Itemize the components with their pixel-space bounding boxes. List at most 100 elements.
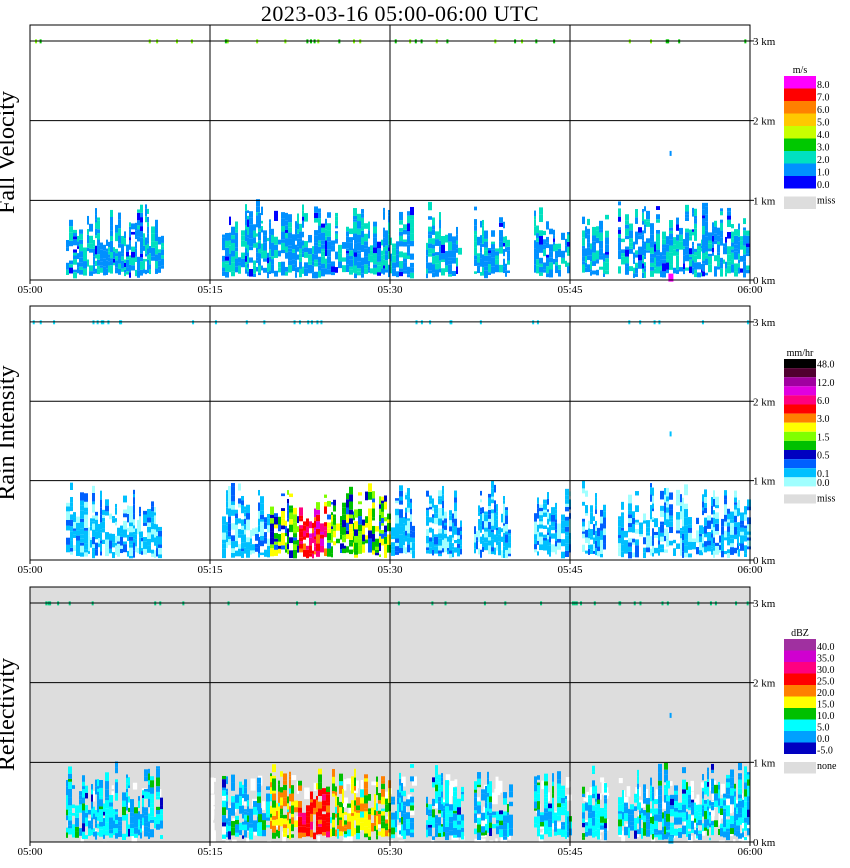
echo-cell bbox=[557, 783, 561, 790]
echo-cell bbox=[457, 807, 461, 815]
echo-cell bbox=[702, 501, 704, 508]
echo-cell bbox=[744, 806, 747, 810]
echo-cell bbox=[399, 534, 403, 542]
echo-cell bbox=[242, 813, 244, 819]
echo-cell bbox=[593, 516, 595, 521]
echo-cell bbox=[318, 243, 321, 247]
echo-cell bbox=[727, 519, 730, 523]
echo-cell bbox=[688, 794, 691, 799]
echo-cell bbox=[684, 503, 688, 509]
echo-cell bbox=[335, 212, 338, 217]
echo-cell bbox=[691, 802, 694, 807]
echo-cell bbox=[144, 807, 148, 812]
echo-cell bbox=[495, 264, 499, 273]
echo-cell bbox=[557, 532, 561, 539]
echo-cell bbox=[289, 519, 293, 525]
echo-cell bbox=[548, 803, 552, 809]
echo-cell bbox=[666, 251, 669, 260]
echo-cell bbox=[405, 492, 407, 496]
echo-cell bbox=[95, 816, 97, 821]
echo-cell bbox=[129, 522, 133, 527]
legend-units: m/s bbox=[793, 65, 808, 76]
echo-cell bbox=[155, 241, 158, 246]
echo-cell bbox=[428, 226, 432, 232]
echo-cell bbox=[641, 834, 643, 839]
echo-cell bbox=[351, 800, 354, 805]
echo-cell bbox=[270, 776, 272, 780]
echo-cell bbox=[344, 834, 347, 838]
echo-cell bbox=[625, 249, 629, 257]
echo-cell bbox=[281, 242, 285, 250]
echo-cell bbox=[539, 263, 543, 267]
echo-cell bbox=[565, 506, 569, 512]
echo-cell bbox=[403, 813, 406, 821]
echo-cell bbox=[646, 532, 650, 536]
echo-cell bbox=[333, 524, 336, 532]
echo-cell bbox=[494, 504, 496, 513]
echo-cell bbox=[272, 807, 276, 816]
echo-cell bbox=[108, 251, 110, 255]
echo-cell bbox=[456, 244, 458, 249]
echo-cell bbox=[351, 815, 354, 822]
echo-cell bbox=[582, 818, 585, 823]
echo-cell bbox=[314, 212, 318, 219]
echo-cell bbox=[406, 812, 410, 820]
echo-cell bbox=[79, 229, 83, 234]
echo-cell bbox=[156, 777, 160, 787]
echo-cell bbox=[270, 813, 272, 818]
echo-cell bbox=[707, 799, 709, 807]
echo-cell bbox=[368, 814, 371, 820]
echo-cell bbox=[453, 787, 457, 792]
echo-cell bbox=[488, 272, 491, 275]
echo-cell bbox=[70, 547, 73, 552]
echo-cell bbox=[73, 517, 76, 522]
echo-cell bbox=[244, 529, 246, 535]
echo-cell bbox=[270, 817, 272, 821]
echo-cell bbox=[491, 529, 494, 533]
echo-cell bbox=[381, 511, 384, 518]
echo-cell bbox=[155, 219, 158, 228]
echo-cell bbox=[103, 825, 105, 835]
echo-cell bbox=[271, 250, 274, 257]
echo-cell bbox=[428, 216, 432, 220]
echo-cell bbox=[238, 265, 241, 274]
echo-cell bbox=[595, 813, 597, 818]
echo-cell bbox=[100, 507, 102, 515]
legend-swatch bbox=[784, 431, 816, 441]
echo-cell bbox=[318, 823, 322, 827]
echo-cell bbox=[705, 221, 708, 231]
echo-cell bbox=[314, 527, 316, 531]
echo-cell bbox=[684, 508, 688, 518]
echo-cell bbox=[97, 245, 100, 255]
echo-cell bbox=[540, 834, 544, 840]
echo-cell bbox=[737, 543, 739, 550]
echo-cell bbox=[66, 786, 68, 796]
echo-cell bbox=[662, 812, 664, 819]
echo-cell bbox=[115, 224, 118, 233]
echo-cell bbox=[93, 271, 95, 274]
echo-cell bbox=[97, 779, 99, 787]
echo-cell bbox=[702, 239, 705, 248]
echo-cell bbox=[297, 539, 299, 546]
echo-cell bbox=[337, 796, 339, 806]
echo-cell bbox=[291, 801, 294, 806]
echo-cell bbox=[708, 240, 712, 244]
echo-cell bbox=[738, 263, 740, 268]
echo-cell bbox=[561, 798, 565, 804]
echo-cell bbox=[338, 253, 342, 262]
echo-cell bbox=[634, 830, 637, 839]
echo-cell bbox=[129, 243, 131, 250]
echo-cell bbox=[128, 780, 130, 786]
clear-air-mark bbox=[483, 806, 487, 816]
echo-cell bbox=[372, 525, 375, 534]
echo-cell bbox=[604, 818, 607, 824]
echo-cell bbox=[426, 242, 428, 250]
echo-cell bbox=[97, 795, 99, 801]
clear-air-mark bbox=[690, 791, 695, 800]
echo-cell bbox=[76, 516, 80, 523]
echo-cell bbox=[449, 816, 453, 823]
x-tick-label: 05:15 bbox=[197, 564, 223, 576]
echo-cell bbox=[485, 830, 487, 836]
echo-cell bbox=[724, 495, 727, 500]
echo-cell bbox=[82, 803, 85, 811]
